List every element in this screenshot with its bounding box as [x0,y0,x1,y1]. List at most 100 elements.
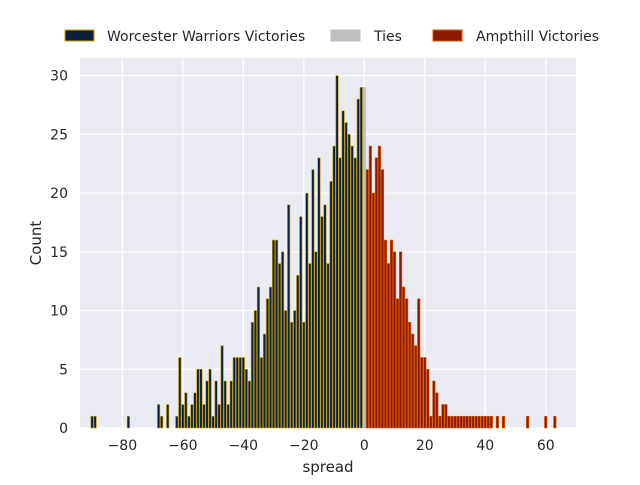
bar-ampthill [383,239,388,429]
bar-worcester [229,380,233,429]
bar-worcester [332,145,336,429]
bar-worcester [253,310,257,429]
bar-worcester [220,345,224,429]
bar-ampthill [444,404,448,429]
bar-ties [362,87,366,429]
bar-worcester [190,404,194,429]
bar-ampthill [453,415,457,429]
bar-ampthill [432,380,436,429]
x-tick-labels: −80 −60 −40 −20 0 20 40 60 [108,438,555,454]
bar-ampthill [471,415,475,429]
bar-worcester [166,404,170,429]
bar-ampthill [435,392,439,429]
bar-ampthill [396,298,400,429]
bar-worcester [293,310,297,429]
bar-worcester [247,380,251,429]
bar-worcester [350,145,354,429]
bar-ampthill [486,415,490,429]
bar-worcester [341,110,345,429]
bar-ampthill [495,415,499,429]
bar-ampthill [423,357,427,429]
legend-label-ties: Ties [373,29,402,45]
bar-ampthill [447,415,451,429]
legend-swatch-ampthill [432,29,463,42]
bar-worcester [314,251,318,429]
bar-ampthill [405,298,409,429]
bar-worcester [338,157,342,429]
x-tick-label: −20 [289,438,319,454]
x-tick-label: −40 [229,438,259,454]
bar-worcester [259,357,264,429]
bar-worcester [320,216,324,429]
bar-ampthill [456,415,460,429]
bar-worcester [223,380,227,429]
bar-worcester [93,415,97,429]
bar-worcester [226,404,230,429]
bar-ampthill [365,169,369,429]
bar-worcester [217,404,221,429]
bar-worcester [359,87,363,429]
bar-worcester [244,368,248,429]
bar-ampthill [477,415,481,429]
bar-worcester [211,415,215,429]
bar-worcester [265,298,270,429]
bar-worcester [347,134,351,429]
bar-ampthill [380,169,384,429]
legend-label-ampthill: Ampthill Victories [476,29,599,45]
bar-worcester [256,286,260,429]
y-tick-label: 20 [50,186,68,202]
bar-worcester [199,368,203,429]
bar-worcester [214,380,218,429]
bar-ampthill [371,192,375,429]
bar-ampthill [480,415,484,429]
bar-worcester [287,204,291,429]
bar-worcester [356,98,360,429]
bar-worcester [184,392,188,429]
bar-worcester [181,404,185,429]
bar-worcester [268,286,273,429]
legend-label-worcester: Worcester Warriors Victories [107,29,305,45]
bar-ampthill [544,415,548,429]
bar-worcester [335,75,339,429]
bar-ampthill [483,415,487,429]
bar-worcester [311,169,315,429]
bar-worcester [238,357,242,429]
bar-worcester [208,368,212,429]
bar-worcester [90,415,94,429]
bar-worcester [232,357,236,429]
legend: Worcester Warriors Victories Ties Ampthill… [64,29,599,45]
bar-ampthill [459,415,463,429]
bar-ampthill [553,415,557,429]
bar-worcester [278,263,282,429]
x-tick-label: −80 [108,438,138,454]
bar-worcester [241,357,245,429]
bar-worcester [193,392,197,429]
bar-worcester [160,415,164,429]
bar-worcester [126,415,130,429]
y-tick-label: 15 [50,245,68,261]
bar-ampthill [526,415,530,429]
bar-ampthill [429,415,433,429]
bar-ampthill [474,415,478,429]
x-tick-label: 60 [537,438,555,454]
bar-ampthill [402,286,406,429]
bar-worcester [305,192,309,429]
x-tick-label: 0 [360,438,369,454]
bar-ampthill [389,239,394,429]
bar-worcester [302,321,306,429]
bar-worcester [353,157,357,429]
y-tick-label: 10 [50,304,68,320]
bar-ampthill [465,415,469,429]
bar-worcester [323,204,327,429]
bar-worcester [262,333,267,429]
bar-ampthill [414,345,418,429]
bar-ampthill [392,251,397,429]
bar-worcester [281,251,285,429]
bar-worcester [296,275,300,429]
legend-swatch-ties [330,29,361,42]
bar-ampthill [386,263,391,429]
bar-worcester [157,404,161,429]
bar-ampthill [501,415,505,429]
bar-ampthill [468,415,472,429]
